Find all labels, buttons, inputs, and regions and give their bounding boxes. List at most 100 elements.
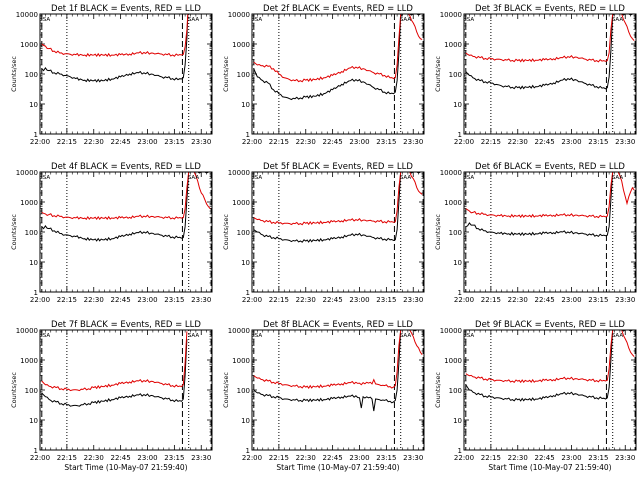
y-tick-label: 10 <box>29 259 38 267</box>
marker-label-right: SAA <box>612 333 624 339</box>
x-tick-label: 22:30 <box>508 296 528 304</box>
marker-label-left: SA <box>467 17 475 23</box>
x-tick-label: 22:45 <box>535 454 555 462</box>
series-lld-line <box>41 331 188 392</box>
series-events-line <box>41 172 211 242</box>
plot-frame <box>463 329 637 451</box>
panel-det-8f: Det 8f BLACK = Events, RED = LLD Counts/s… <box>222 320 425 472</box>
x-tick-label: 22:45 <box>535 138 555 146</box>
series-events-line <box>465 172 635 238</box>
x-axis-label: Start Time (10-May-07 21:59:40) <box>488 463 611 472</box>
y-axis-label: Counts/sec <box>434 56 442 92</box>
y-tick-label: 10000 <box>228 327 250 335</box>
marker-label-left: SA <box>43 333 51 339</box>
y-axis-label: Counts/sec <box>10 56 18 92</box>
x-axis-label: Start Time (10-May-07 21:59:40) <box>276 463 399 472</box>
series-lld-line <box>465 172 635 219</box>
marker-label-right: SAA <box>188 17 200 23</box>
plot-frame <box>39 329 213 451</box>
y-tick-label: 10000 <box>228 11 250 19</box>
x-tick-label: 23:00 <box>349 454 369 462</box>
y-tick-label: 10 <box>241 417 250 425</box>
x-tick-label: 22:45 <box>111 138 131 146</box>
x-tick-label: 22:00 <box>454 296 474 304</box>
x-tick-label: 22:45 <box>323 454 343 462</box>
x-tick-label: 23:00 <box>137 138 157 146</box>
y-tick-label: 10 <box>241 101 250 109</box>
x-tick-label: 23:15 <box>588 138 608 146</box>
y-axis-label: Counts/sec <box>222 56 230 92</box>
series-lld-line <box>41 172 211 221</box>
y-tick-label: 1000 <box>444 357 462 365</box>
y-tick-label: 1000 <box>232 199 250 207</box>
panel-title: Det 5f BLACK = Events, RED = LLD <box>263 162 413 172</box>
marker-label-left: SA <box>255 17 263 23</box>
y-tick-label: 1000 <box>20 41 38 49</box>
x-tick-label: 22:30 <box>84 138 104 146</box>
x-tick-label: 23:30 <box>191 138 211 146</box>
x-tick-label: 22:00 <box>242 138 262 146</box>
x-tick-label: 23:15 <box>376 296 396 304</box>
marker-label-right: SAA <box>612 175 624 181</box>
marker-label-right: SAA <box>188 333 200 339</box>
x-axis-label: Start Time (10-May-07 21:59:40) <box>64 463 187 472</box>
y-tick-label: 1 <box>458 447 462 455</box>
x-tick-label: 22:45 <box>535 296 555 304</box>
x-tick-label: 23:30 <box>615 454 635 462</box>
panel-title: Det 3f BLACK = Events, RED = LLD <box>475 4 625 14</box>
y-tick-label: 10 <box>241 259 250 267</box>
x-tick-label: 23:15 <box>164 296 184 304</box>
plot-frame <box>39 171 213 293</box>
y-axis-label: Counts/sec <box>434 372 442 408</box>
marker-label-right: SAA <box>400 175 412 181</box>
x-tick-label: 23:30 <box>403 296 423 304</box>
panel-title: Det 2f BLACK = Events, RED = LLD <box>263 4 413 14</box>
panel-title: Det 6f BLACK = Events, RED = LLD <box>475 162 625 172</box>
y-tick-label: 1000 <box>232 41 250 49</box>
marker-label-left: SA <box>255 175 263 181</box>
x-tick-label: 22:30 <box>508 454 528 462</box>
y-tick-label: 100 <box>237 71 250 79</box>
series-lld-line <box>253 14 423 83</box>
x-tick-label: 22:00 <box>454 138 474 146</box>
panel-det-2f: Det 2f BLACK = Events, RED = LLD Counts/s… <box>222 4 425 146</box>
x-tick-label: 22:30 <box>296 138 316 146</box>
x-tick-label: 22:45 <box>111 454 131 462</box>
series-events-line <box>253 14 423 101</box>
y-tick-label: 10000 <box>16 327 38 335</box>
x-tick-label: 22:15 <box>269 296 289 304</box>
plot-frame <box>251 329 425 451</box>
x-tick-label: 23:30 <box>191 454 211 462</box>
panel-det-1f: Det 1f BLACK = Events, RED = LLD Counts/s… <box>10 4 213 146</box>
x-tick-label: 22:00 <box>242 454 262 462</box>
x-tick-label: 22:00 <box>30 454 50 462</box>
x-tick-label: 23:15 <box>376 138 396 146</box>
y-tick-label: 100 <box>237 387 250 395</box>
y-axis-label: Counts/sec <box>222 372 230 408</box>
panel-det-5f: Det 5f BLACK = Events, RED = LLD Counts/s… <box>222 162 425 304</box>
x-tick-label: 23:00 <box>137 296 157 304</box>
panel-det-6f: Det 6f BLACK = Events, RED = LLD Counts/s… <box>434 162 637 304</box>
y-tick-label: 1 <box>34 131 38 139</box>
y-tick-label: 1 <box>458 131 462 139</box>
x-tick-label: 22:30 <box>508 138 528 146</box>
x-tick-label: 22:30 <box>296 296 316 304</box>
y-tick-label: 10000 <box>440 169 462 177</box>
panel-title: Det 4f BLACK = Events, RED = LLD <box>51 162 201 172</box>
x-tick-label: 23:30 <box>615 296 635 304</box>
y-tick-label: 10000 <box>440 327 462 335</box>
y-tick-label: 1000 <box>20 199 38 207</box>
panel-det-7f: Det 7f BLACK = Events, RED = LLD Counts/s… <box>10 320 213 472</box>
marker-label-right: SAA <box>612 17 624 23</box>
series-events-line <box>465 14 635 90</box>
x-tick-label: 22:30 <box>296 454 316 462</box>
y-axis-label: Counts/sec <box>10 214 18 250</box>
series-events-line <box>253 330 423 412</box>
plot-frame <box>251 171 425 293</box>
x-tick-label: 22:00 <box>454 454 474 462</box>
x-tick-label: 22:15 <box>481 138 501 146</box>
marker-label-right: SAA <box>400 17 412 23</box>
plot-frame <box>251 13 425 135</box>
plot-frame <box>463 13 637 135</box>
